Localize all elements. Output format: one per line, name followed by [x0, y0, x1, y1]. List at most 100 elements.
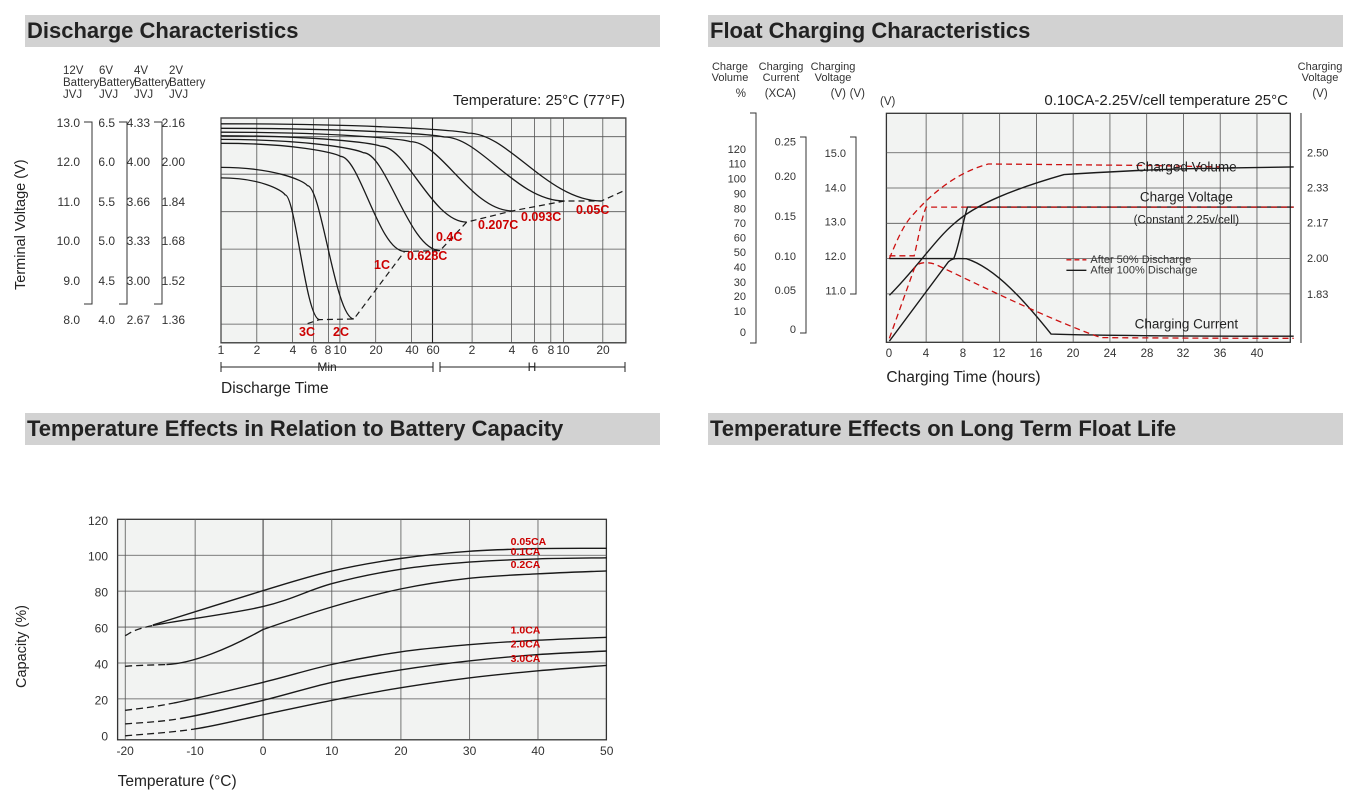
- svg-text:4.0: 4.0: [98, 313, 115, 327]
- svg-text:10: 10: [333, 343, 347, 357]
- svg-text:80: 80: [734, 203, 746, 215]
- svg-text:100: 100: [728, 174, 746, 186]
- svg-text:3.0CA: 3.0CA: [511, 653, 541, 665]
- svg-text:16: 16: [1030, 348, 1043, 360]
- svg-text:30: 30: [463, 744, 477, 758]
- svg-text:4: 4: [290, 343, 297, 357]
- svg-text:14.0: 14.0: [825, 182, 846, 194]
- svg-text:12.0: 12.0: [825, 251, 846, 263]
- svg-text:20: 20: [394, 744, 408, 758]
- svg-text:30: 30: [734, 277, 746, 289]
- svg-text:0.2CA: 0.2CA: [511, 559, 541, 571]
- svg-text:0: 0: [886, 348, 892, 360]
- svg-text:0: 0: [260, 744, 267, 758]
- svg-text:2: 2: [254, 343, 261, 357]
- svg-text:5.0: 5.0: [98, 234, 115, 248]
- svg-text:2.00: 2.00: [162, 155, 186, 169]
- svg-text:28: 28: [1141, 348, 1154, 360]
- svg-text:0.628C: 0.628C: [407, 249, 447, 263]
- svg-text:Charged Volume: Charged Volume: [1136, 159, 1237, 174]
- svg-text:6.5: 6.5: [98, 116, 115, 130]
- svg-text:(V): (V): [1312, 88, 1328, 100]
- svg-text:1C: 1C: [374, 258, 390, 272]
- svg-text:80: 80: [95, 586, 109, 600]
- svg-text:1.68: 1.68: [162, 234, 186, 248]
- svg-text:JVJ: JVJ: [63, 89, 82, 101]
- svg-text:12.0: 12.0: [57, 155, 81, 169]
- svg-text:60: 60: [95, 622, 109, 636]
- svg-text:Charge Voltage: Charge Voltage: [1140, 189, 1233, 204]
- svg-text:6: 6: [311, 343, 318, 357]
- svg-text:1.0CA: 1.0CA: [511, 624, 541, 636]
- svg-text:Voltage: Voltage: [815, 72, 852, 84]
- svg-text:0.207C: 0.207C: [478, 218, 518, 232]
- svg-text:Charging Time (hours): Charging Time (hours): [886, 369, 1040, 386]
- svg-text:24: 24: [1104, 348, 1117, 360]
- svg-text:13.0: 13.0: [57, 116, 81, 130]
- svg-text:0.4C: 0.4C: [436, 230, 462, 244]
- svg-text:0.1CA: 0.1CA: [511, 546, 541, 558]
- svg-text:6V: 6V: [99, 65, 113, 77]
- svg-text:6: 6: [532, 343, 539, 357]
- svg-text:4V: 4V: [134, 65, 148, 77]
- svg-text:8: 8: [960, 348, 966, 360]
- svg-text:11.0: 11.0: [58, 195, 81, 209]
- svg-text:20: 20: [369, 343, 383, 357]
- svg-text:Temperature (°C): Temperature (°C): [118, 773, 237, 790]
- svg-text:70: 70: [734, 218, 746, 230]
- svg-text:-10: -10: [186, 744, 204, 758]
- svg-text:Min: Min: [317, 360, 336, 374]
- svg-text:1.52: 1.52: [162, 274, 186, 288]
- svg-text:120: 120: [88, 514, 108, 528]
- svg-text:Charging Current: Charging Current: [1135, 316, 1239, 331]
- svg-text:Current: Current: [763, 72, 800, 84]
- svg-text:1.84: 1.84: [162, 195, 186, 209]
- svg-text:2.0CA: 2.0CA: [511, 638, 541, 650]
- svg-text:13.0: 13.0: [825, 217, 846, 229]
- svg-text:36: 36: [1214, 348, 1227, 360]
- svg-text:120: 120: [728, 144, 746, 156]
- svg-text:4.5: 4.5: [98, 274, 115, 288]
- svg-text:Temperature: 25°C (77°F): Temperature: 25°C (77°F): [453, 92, 625, 109]
- svg-text:10: 10: [734, 306, 746, 318]
- svg-text:12V: 12V: [63, 65, 84, 77]
- svg-text:Battery: Battery: [134, 77, 171, 89]
- svg-text:3C: 3C: [299, 325, 315, 339]
- svg-text:Battery: Battery: [169, 77, 206, 89]
- svg-text:20: 20: [734, 291, 746, 303]
- svg-text:(V): (V): [880, 96, 896, 108]
- svg-text:Battery: Battery: [63, 77, 100, 89]
- svg-text:JVJ: JVJ: [169, 89, 188, 101]
- svg-text:0.20: 0.20: [775, 171, 796, 183]
- svg-text:3.33: 3.33: [127, 234, 151, 248]
- svg-text:0: 0: [101, 729, 108, 743]
- svg-text:40: 40: [1251, 348, 1264, 360]
- svg-text:8: 8: [325, 343, 332, 357]
- svg-text:60: 60: [734, 233, 746, 245]
- svg-text:100: 100: [88, 550, 108, 564]
- svg-text:2.50: 2.50: [1307, 148, 1328, 160]
- svg-text:After 100% Discharge: After 100% Discharge: [1090, 264, 1197, 276]
- svg-text:1: 1: [218, 343, 225, 357]
- svg-text:(V): (V): [831, 88, 847, 100]
- svg-text:10: 10: [556, 343, 570, 357]
- svg-text:Discharge Time: Discharge Time: [221, 380, 329, 397]
- svg-text:40: 40: [531, 744, 545, 758]
- svg-text:40: 40: [734, 262, 746, 274]
- svg-text:20: 20: [596, 343, 610, 357]
- svg-text:8: 8: [548, 343, 555, 357]
- svg-text:10.0: 10.0: [57, 234, 81, 248]
- svg-text:2.33: 2.33: [1307, 182, 1328, 194]
- svg-text:15.0: 15.0: [825, 148, 846, 160]
- svg-text:(XCA): (XCA): [765, 88, 796, 100]
- svg-text:50: 50: [600, 744, 614, 758]
- svg-text:H: H: [528, 360, 537, 374]
- svg-text:6.0: 6.0: [98, 155, 115, 169]
- svg-text:0.10: 0.10: [775, 251, 796, 263]
- svg-text:20: 20: [1067, 348, 1080, 360]
- svg-text:4.33: 4.33: [127, 116, 151, 130]
- svg-text:2.00: 2.00: [1307, 253, 1328, 265]
- svg-text:%: %: [736, 88, 746, 100]
- svg-text:20: 20: [95, 693, 109, 707]
- svg-text:10: 10: [325, 744, 339, 758]
